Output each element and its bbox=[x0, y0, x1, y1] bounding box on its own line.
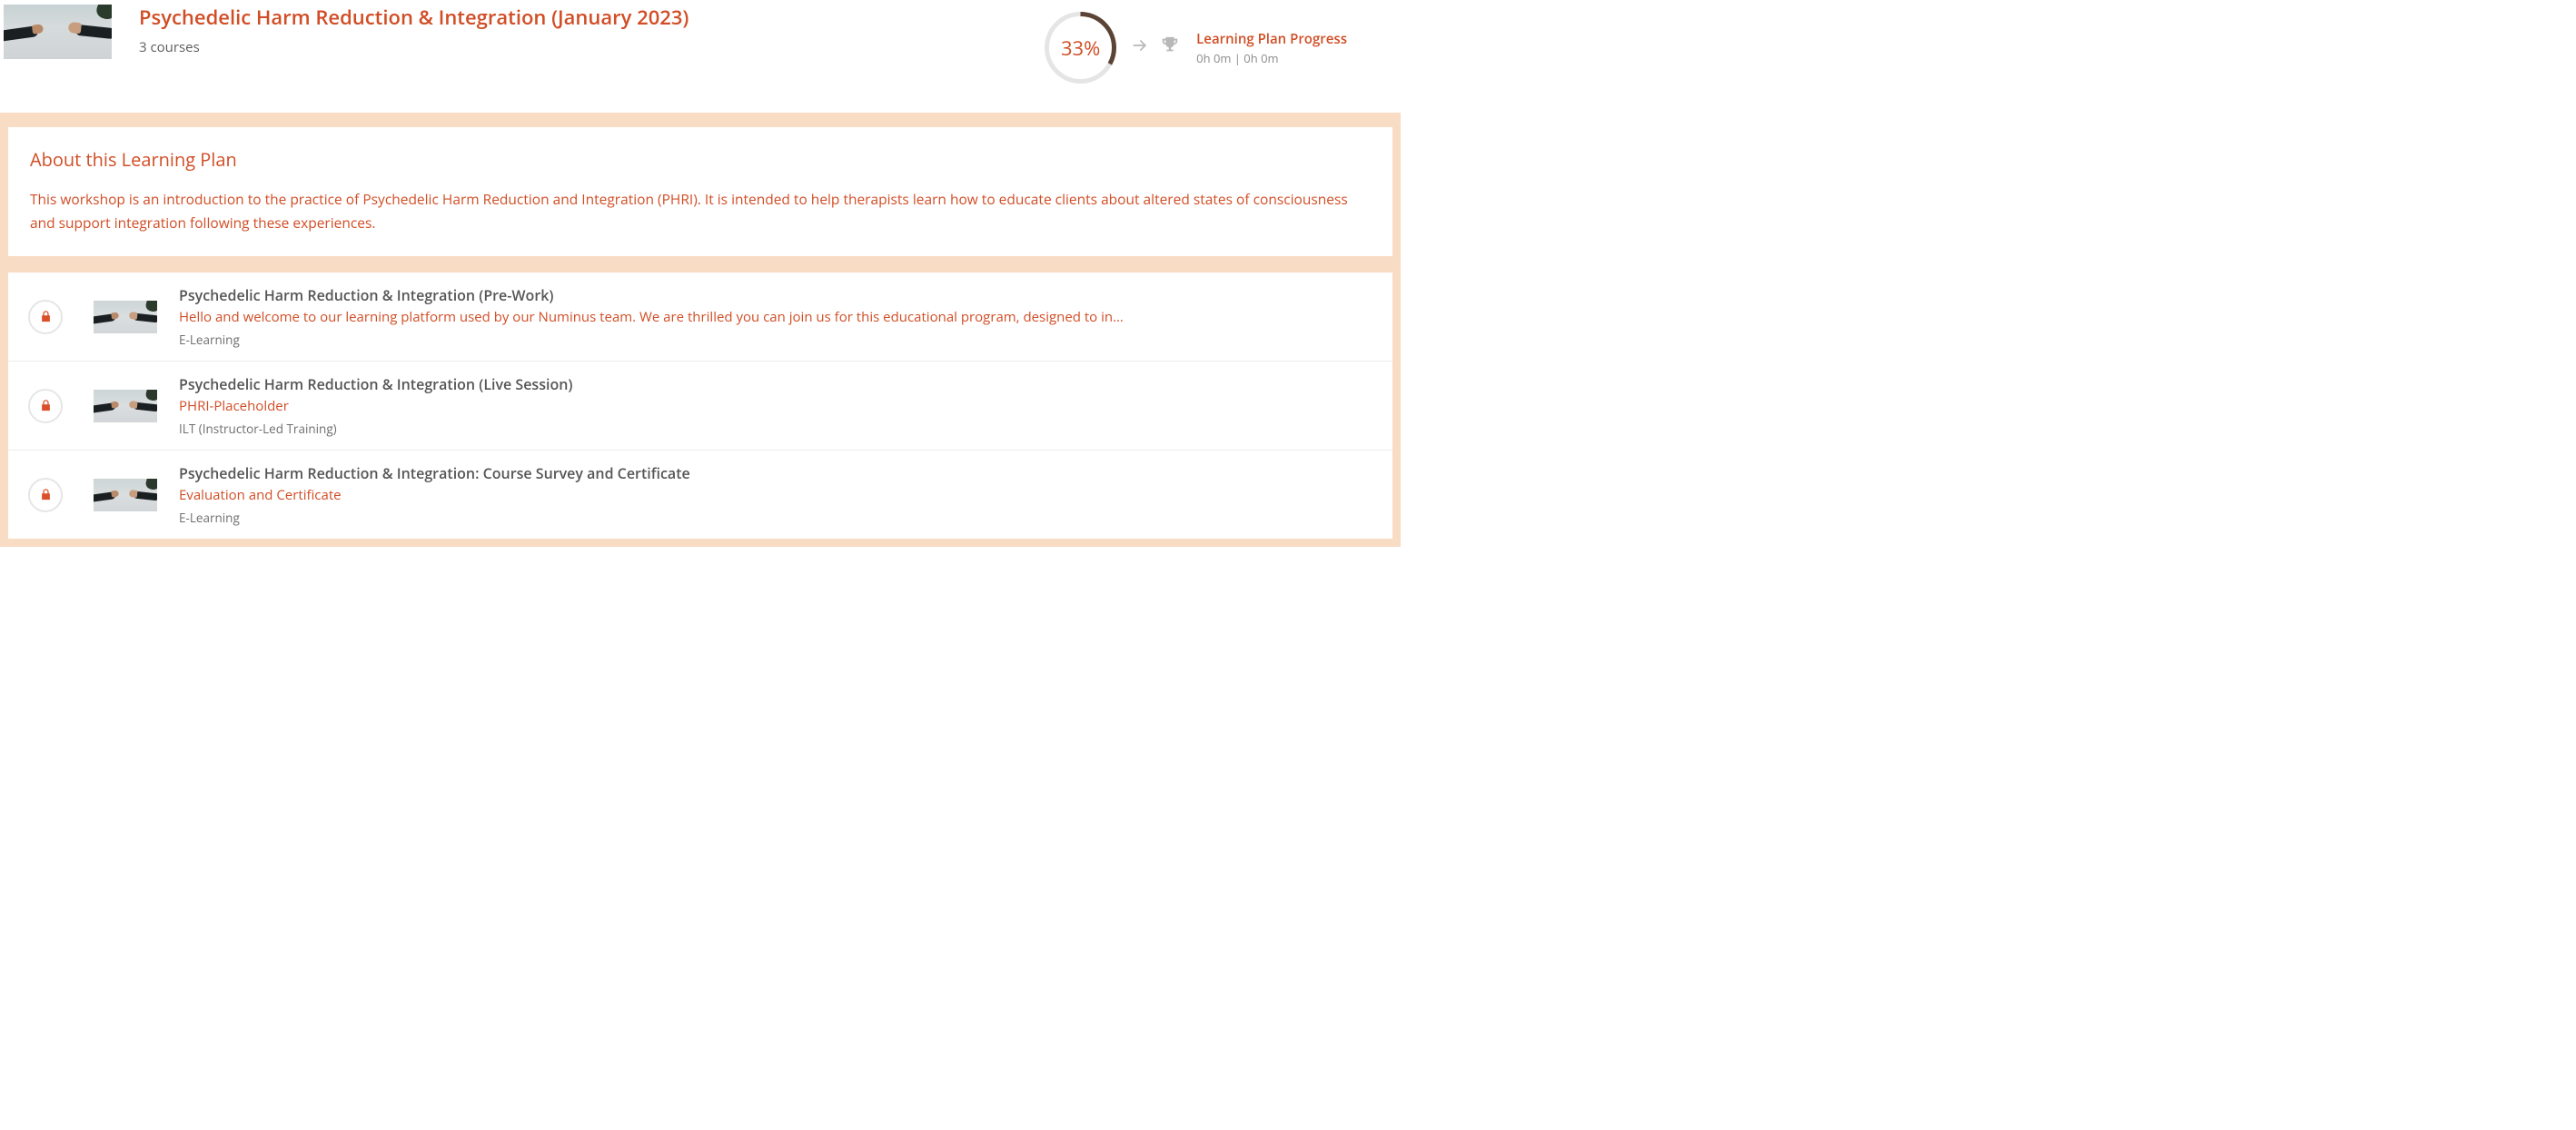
about-title: About this Learning Plan bbox=[30, 147, 1371, 172]
about-card: About this Learning Plan This workshop i… bbox=[8, 127, 1392, 256]
learning-plan-thumbnail bbox=[4, 5, 112, 59]
header-main: Psychedelic Harm Reduction & Integration… bbox=[112, 5, 1043, 56]
lock-icon bbox=[28, 300, 63, 334]
learning-plan-title: Psychedelic Harm Reduction & Integration… bbox=[139, 5, 1043, 31]
course-description: PHRI-Placeholder bbox=[179, 397, 1374, 415]
lock-icon bbox=[28, 389, 63, 423]
about-description: This workshop is an introduction to the … bbox=[30, 188, 1371, 234]
course-title: Psychedelic Harm Reduction & Integration… bbox=[179, 374, 1374, 394]
course-row[interactable]: Psychedelic Harm Reduction & Integration… bbox=[8, 450, 1392, 539]
progress-time: 0h 0m | 0h 0m bbox=[1196, 50, 1347, 66]
header-progress-area: 33% Learning Plan Progress 0h 0m | 0h 0m bbox=[1043, 5, 1397, 85]
course-type: ILT (Instructor-Led Training) bbox=[179, 421, 1374, 437]
learning-plan-header: Psychedelic Harm Reduction & Integration… bbox=[0, 0, 1401, 113]
course-thumbnail bbox=[94, 301, 157, 333]
course-thumbnail bbox=[94, 479, 157, 511]
course-list: Psychedelic Harm Reduction & Integration… bbox=[8, 273, 1392, 539]
course-row[interactable]: Psychedelic Harm Reduction & Integration… bbox=[8, 273, 1392, 361]
course-type: E-Learning bbox=[179, 510, 1374, 526]
course-description: Hello and welcome to our learning platfo… bbox=[179, 308, 1374, 326]
course-title: Psychedelic Harm Reduction & Integration… bbox=[179, 463, 1374, 483]
trophy-icon bbox=[1160, 35, 1180, 60]
arrow-right-icon bbox=[1131, 36, 1149, 59]
progress-percent-label: 33% bbox=[1043, 10, 1118, 85]
progress-donut: 33% bbox=[1043, 10, 1118, 85]
course-thumbnail bbox=[94, 390, 157, 422]
lock-icon bbox=[28, 478, 63, 512]
course-type: E-Learning bbox=[179, 332, 1374, 348]
progress-text: Learning Plan Progress 0h 0m | 0h 0m bbox=[1196, 30, 1347, 66]
body-wrap: About this Learning Plan This workshop i… bbox=[0, 113, 1401, 547]
course-info: Psychedelic Harm Reduction & Integration… bbox=[157, 374, 1374, 437]
course-row[interactable]: Psychedelic Harm Reduction & Integration… bbox=[8, 361, 1392, 450]
course-title: Psychedelic Harm Reduction & Integration… bbox=[179, 285, 1374, 305]
course-info: Psychedelic Harm Reduction & Integration… bbox=[157, 463, 1374, 526]
course-info: Psychedelic Harm Reduction & Integration… bbox=[157, 285, 1374, 348]
course-description: Evaluation and Certificate bbox=[179, 486, 1374, 504]
learning-plan-subtitle: 3 courses bbox=[139, 38, 1043, 56]
progress-title: Learning Plan Progress bbox=[1196, 30, 1347, 48]
